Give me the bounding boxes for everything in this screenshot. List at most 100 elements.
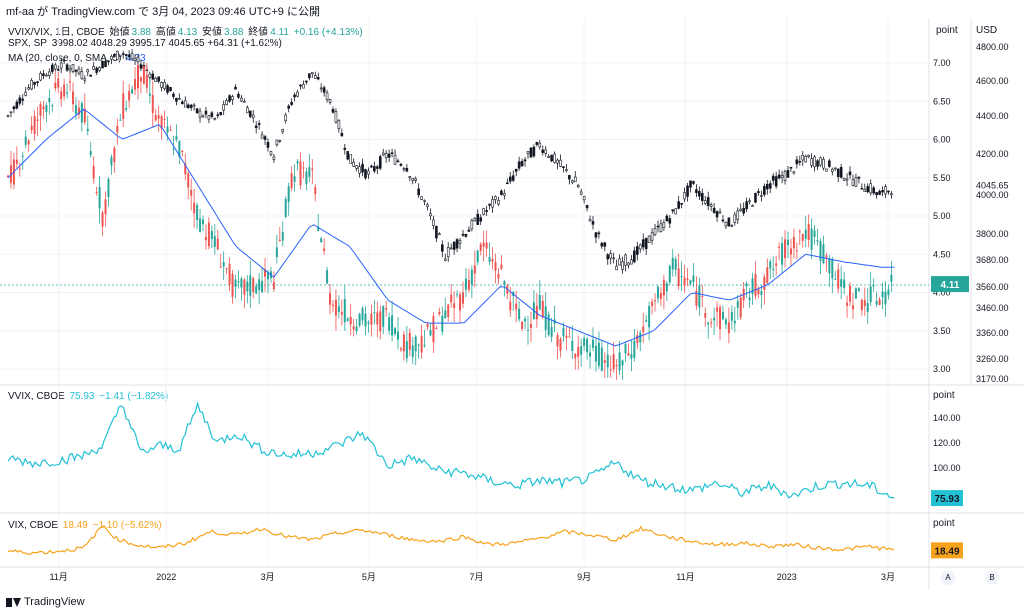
spx-candle: [45, 74, 48, 77]
spx-candle: [816, 160, 819, 167]
vvix-vix-candle: [710, 322, 713, 324]
vvix-vix-candle: [51, 105, 54, 107]
spx-candle: [343, 147, 347, 150]
spx-candle: [51, 64, 54, 72]
spx-candle: [178, 97, 181, 100]
vvix-vix-candle: [74, 105, 77, 114]
vvix-vix-candle: [716, 307, 719, 312]
vvix-vix-candle: [272, 282, 275, 290]
vvix-vix-candle: [329, 293, 332, 305]
spx-candle: [795, 159, 799, 165]
vvix-vix-candle: [816, 240, 819, 242]
spx-candle: [228, 95, 231, 102]
spx-candle: [160, 82, 163, 88]
vvix-vix-candle: [866, 302, 869, 312]
vvix-vix-candle: [113, 147, 116, 163]
x-tick-label: 2022: [156, 572, 176, 582]
vvix-vix-candle: [887, 289, 890, 296]
spx-candle: [786, 170, 790, 178]
footer-brand: TradingView: [6, 596, 85, 608]
vvix-vix-candle: [340, 312, 343, 315]
vvix-vix-candle: [485, 242, 488, 249]
x-tick-label: 7月: [469, 572, 483, 582]
spx-candle: [207, 115, 211, 120]
vvix-vix-candle: [837, 269, 840, 289]
spx-candle: [302, 84, 305, 89]
spx-candle: [600, 242, 604, 247]
vvix-vix-candle: [95, 191, 98, 193]
axis-layer: 11月 2022 3月 5月 7月 9月 11月 2023 3月 point 3.00 3.50 4.0…: [49, 25, 1008, 582]
spx-candle: [736, 210, 740, 220]
vvix-last-tag: [931, 490, 963, 507]
vvix-vix-candle: [757, 289, 760, 295]
spx-candle: [402, 168, 406, 170]
spx-candle: [183, 100, 187, 108]
vvix-vix-candle: [659, 293, 662, 299]
vvix-vix-candle: [606, 354, 609, 368]
vvix-vix-candle: [296, 161, 299, 164]
legend-vix-value: 18.49: [62, 520, 88, 531]
spx-candle: [523, 159, 527, 162]
vvix-vix-candle: [402, 334, 405, 352]
vvix-vix-candle: [810, 228, 813, 250]
spx-candle: [500, 190, 503, 195]
spx-candle: [576, 185, 580, 188]
spx-candle: [506, 182, 509, 185]
vvix-vix-candle: [54, 82, 57, 89]
vvix-vix-candle: [36, 119, 39, 121]
vvix-vix-candle: [364, 313, 367, 327]
vvix-vix-candle: [494, 262, 497, 271]
spx-candle: [30, 80, 33, 90]
left-tick-label: 4.00: [933, 288, 951, 298]
legend-spx: SPX, SP 3998.02 4048.29 3995.17 4045.65 …: [8, 38, 284, 49]
spx-candle: [287, 105, 290, 109]
x-tick-label: 5月: [362, 572, 376, 582]
x-tick-label: 9月: [577, 572, 591, 582]
spx-candle: [127, 54, 131, 57]
spx-candle: [541, 149, 545, 153]
vvix-vix-candle: [571, 340, 574, 351]
vvix-vix-candle: [686, 278, 689, 281]
vvix-vix-candle: [92, 166, 95, 179]
vvix-vix-candle: [438, 311, 441, 315]
vvix-vix-candle: [804, 229, 807, 239]
vvix-vix-candle: [819, 241, 822, 261]
spx-candle: [305, 80, 308, 83]
spx-candle: [39, 73, 42, 81]
spx-candle: [650, 232, 654, 241]
spx-candle: [633, 250, 636, 263]
spx-candle: [792, 171, 796, 174]
x-tick-label: 3月: [261, 572, 275, 582]
vvix-vix-candle: [275, 247, 278, 258]
spx-candle: [175, 97, 178, 102]
vvix-vix-candle: [745, 283, 748, 287]
spx-candle: [659, 223, 663, 232]
right-tick-label: 3680.00: [976, 255, 1009, 265]
vvix-vix-candle: [497, 273, 500, 279]
log-scale-button[interactable]: B: [985, 571, 999, 585]
spx-candle: [121, 53, 125, 55]
spx-candle: [789, 166, 793, 169]
vvix-vix-candle: [77, 107, 80, 115]
spx-candle: [780, 174, 784, 178]
vvix-vix-candle: [15, 159, 18, 164]
spx-candle: [514, 168, 518, 172]
auto-scale-button[interactable]: A: [941, 571, 955, 585]
vvix-vix-candle: [538, 295, 541, 310]
vvix-vix-candle: [125, 108, 128, 110]
tradingview-logo-icon: [6, 597, 21, 607]
vvix-vix-candle: [429, 330, 432, 336]
vvix-vix-candle: [423, 345, 426, 347]
right-tick-label: 4600.00: [976, 76, 1009, 86]
spx-candle: [133, 57, 137, 61]
vvix-vix-candle: [435, 328, 438, 330]
spx-candle: [662, 222, 666, 229]
vvix-vix-candle: [748, 297, 751, 301]
vvix-vix-candle: [674, 259, 677, 270]
vvix-vix-candle: [243, 279, 246, 295]
vvix-vix-candle: [698, 285, 701, 308]
spx-candle: [491, 199, 494, 208]
vvix-vix-candle: [772, 268, 775, 271]
spx-candle: [198, 110, 202, 118]
